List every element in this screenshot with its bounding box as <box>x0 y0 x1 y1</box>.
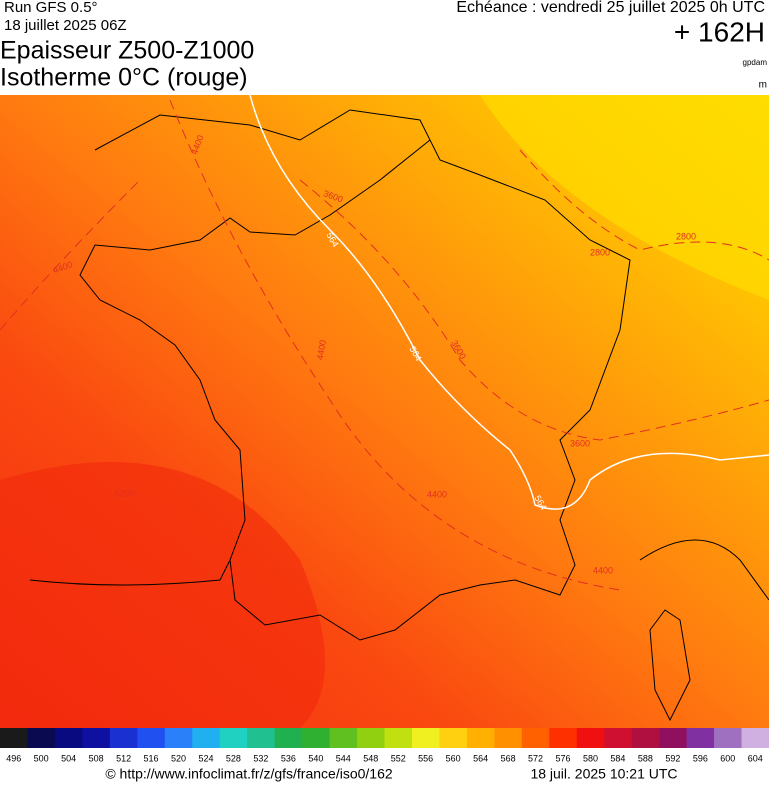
colorbar-label: 560 <box>446 753 461 763</box>
contour-line <box>299 179 769 441</box>
contour-line <box>0 179 141 331</box>
colorbar-swatch <box>631 728 660 748</box>
subtitle: Isotherme 0°C (rouge) <box>0 64 248 92</box>
colorbar-label: 512 <box>116 753 131 763</box>
colorbar-label: 588 <box>638 753 653 763</box>
field-band <box>480 95 769 300</box>
colorbar-swatch <box>466 728 495 748</box>
title: Epaisseur Z500-Z1000 <box>0 37 254 65</box>
colorbar-swatch <box>384 728 413 748</box>
colorbar-swatch <box>219 728 248 748</box>
colorbar-label: 540 <box>308 753 323 763</box>
colorbar-label: 520 <box>171 753 186 763</box>
coastline <box>79 109 631 641</box>
colorbar-label: 576 <box>556 753 571 763</box>
colorbar-swatch <box>27 728 56 748</box>
colorbar-label: 552 <box>391 753 406 763</box>
colorbar-label: 592 <box>665 753 680 763</box>
unit-secondary: m <box>759 80 767 91</box>
colorbar-label: 556 <box>418 753 433 763</box>
contour-label: 4400 <box>315 339 328 360</box>
colorbar-swatch <box>164 728 193 748</box>
colorbar-label: 496 <box>6 753 21 763</box>
colorbar-swatch <box>576 728 605 748</box>
colorbar-swatch <box>137 728 166 748</box>
colorbar-label: 568 <box>501 753 516 763</box>
colorbar-label: 516 <box>144 753 159 763</box>
colorbar-swatch <box>329 728 358 748</box>
colorbar-label: 504 <box>61 753 76 763</box>
contour-label: 2800 <box>676 231 696 241</box>
colorbar-swatch <box>686 728 715 748</box>
colorbar-swatch <box>54 728 83 748</box>
lead-time: + 162H <box>674 16 765 47</box>
colorbar-label: 596 <box>693 753 708 763</box>
colorbar-label: 584 <box>610 753 625 763</box>
colorbar-label: 604 <box>748 753 763 763</box>
colorbar-swatch <box>109 728 138 748</box>
colorbar-label: 544 <box>336 753 351 763</box>
contour-label: 4400 <box>593 565 613 575</box>
valid-time: Echéance : vendredi 25 juillet 2025 0h U… <box>456 0 765 16</box>
field-band <box>0 462 325 728</box>
contour-label: 5200 <box>115 488 135 498</box>
source-url: © http://www.infoclimat.fr/z/gfs/france/… <box>105 766 393 782</box>
run-label: Run GFS 0.5° <box>4 0 98 16</box>
colorbar-swatch <box>439 728 468 748</box>
contour-label: 3600 <box>570 438 590 448</box>
colorbar-label: 536 <box>281 753 296 763</box>
colorbar-swatch <box>521 728 550 748</box>
colorbar-swatch <box>604 728 633 748</box>
colorbar-label: 548 <box>363 753 378 763</box>
isotherm-line <box>249 94 769 510</box>
contour-line <box>169 99 621 591</box>
colorbar-label: 532 <box>253 753 268 763</box>
colorbar-swatch <box>357 728 385 748</box>
coastline <box>639 539 769 601</box>
coastline <box>29 559 231 586</box>
colorbar-swatch <box>192 728 221 748</box>
contour-label: 2800 <box>590 247 610 257</box>
corsica <box>649 609 691 722</box>
colorbar-swatch <box>659 728 688 748</box>
colorbar-swatch <box>82 728 111 748</box>
colorbar-label: 508 <box>89 753 104 763</box>
run-date: 18 juillet 2025 06Z <box>4 17 127 34</box>
generated-time: 18 juil. 2025 10:21 UTC <box>530 766 677 782</box>
colorbar-swatch <box>274 728 303 748</box>
colorbar-swatch <box>411 728 440 748</box>
colorbar-swatch <box>714 728 743 748</box>
colorbar-label: 500 <box>34 753 49 763</box>
contour-label: 4400 <box>427 489 447 499</box>
colorbar-label: 572 <box>528 753 543 763</box>
colorbar-label: 600 <box>720 753 735 763</box>
colorbar-label: 564 <box>473 753 488 763</box>
colorbar-swatch <box>302 728 331 748</box>
colorbar-swatch <box>0 728 28 748</box>
colorbar-swatch <box>247 728 276 748</box>
colorbar-label: 524 <box>198 753 213 763</box>
colorbar-label: 528 <box>226 753 241 763</box>
unit-primary: gpdam <box>743 58 768 67</box>
contour-line <box>519 149 769 261</box>
colorbar-label: 580 <box>583 753 598 763</box>
colorbar-swatch <box>741 728 769 748</box>
colorbar-swatch <box>494 728 523 748</box>
colorbar-swatch <box>549 728 578 748</box>
